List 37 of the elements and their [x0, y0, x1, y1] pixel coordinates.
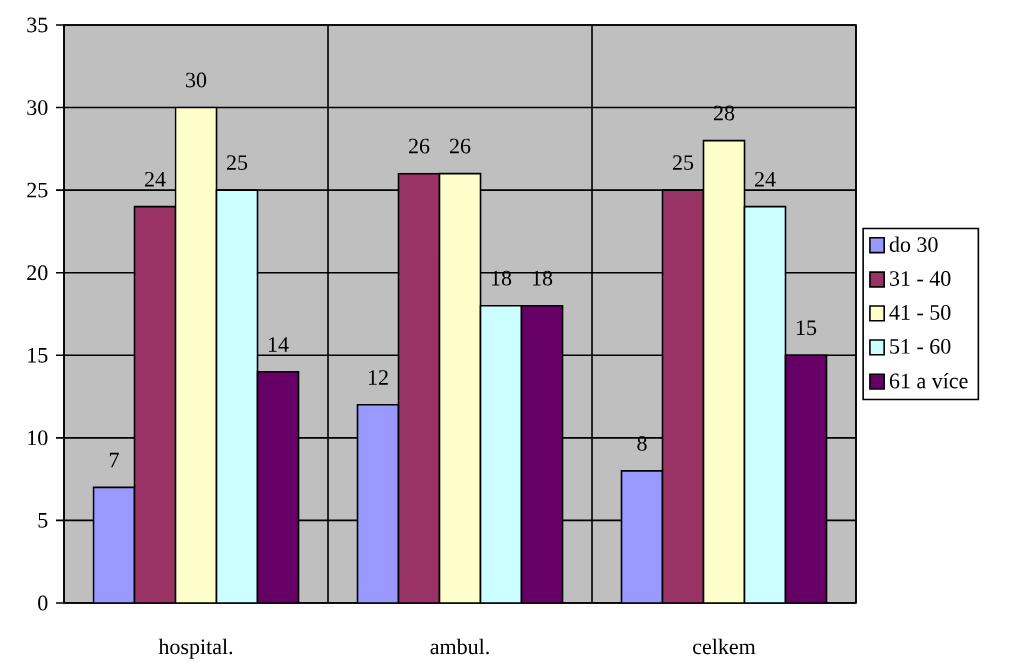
x-tick-label: celkem: [693, 638, 756, 655]
y-tick-label: 15: [28, 347, 48, 363]
data-label: 8: [637, 435, 647, 451]
bar: [784, 354, 828, 603]
bar: [133, 205, 177, 603]
bar: [702, 139, 746, 603]
y-tick-label: 0: [38, 595, 48, 611]
data-label: 24: [754, 171, 776, 187]
legend-label: 31 - 40: [890, 271, 951, 286]
x-tick-label: hospital.: [158, 638, 233, 659]
data-label: 25: [672, 155, 694, 170]
legend-label: 51 - 60: [890, 338, 951, 354]
y-tick-label: 5: [38, 513, 48, 528]
y-tick-label: 35: [27, 17, 48, 33]
bar: [520, 304, 564, 603]
data-label: 12: [368, 370, 388, 385]
data-label: 7: [109, 452, 119, 468]
legend-label: 61 a více: [889, 372, 968, 389]
data-label: 15: [796, 320, 817, 336]
bar: [174, 106, 218, 603]
y-tick-label: 10: [28, 430, 48, 446]
bar: [438, 172, 482, 603]
data-label: 14: [268, 337, 289, 352]
data-label: 25: [226, 155, 248, 170]
x-tick-label: ambul.: [430, 638, 489, 655]
y-tick-label: 30: [27, 100, 48, 115]
y-tick-label: 25: [27, 182, 48, 198]
y-tick-label: 20: [27, 265, 48, 281]
bar: [397, 172, 441, 603]
legend-label: 41 - 50: [889, 305, 951, 320]
data-label: 26: [449, 138, 471, 154]
data-label: 30: [186, 72, 207, 88]
legend-label: do 30: [889, 236, 938, 252]
data-label: 26: [408, 138, 430, 154]
data-label: 24: [144, 171, 166, 187]
bar: [256, 370, 300, 603]
bar: [661, 189, 705, 603]
